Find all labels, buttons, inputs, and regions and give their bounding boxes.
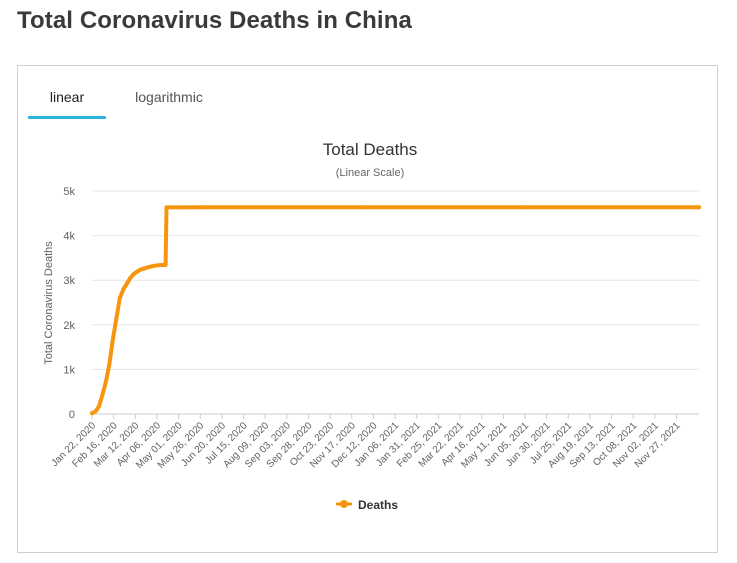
series-line-deaths [90,205,701,416]
data-point-deaths [96,404,101,409]
tab-linear[interactable]: linear [49,89,85,105]
y-tick-labels: 0 1k 2k 3k 4k 5k [63,186,75,421]
y-tick-label: 4k [63,231,75,243]
y-axis-title: Total Coronavirus Deaths [43,241,55,365]
data-point-deaths [121,287,126,292]
data-point-deaths [145,265,150,270]
page-title: Total Coronavirus Deaths in China [17,7,412,34]
chart: Total Deaths (Linear Scale) 01k2k3k4k5k … [43,140,701,512]
active-tab-indicator [28,116,106,119]
legend-marker-deaths [340,500,348,508]
data-point-deaths [128,276,133,281]
data-point-deaths [124,282,129,287]
data-point-deaths [90,411,94,416]
data-point-deaths [131,272,136,277]
data-point-deaths [93,409,98,414]
y-tick-label: 0 [69,409,75,421]
data-point-deaths [100,393,105,397]
y-tick-label: 5k [63,186,75,198]
data-point-deaths [152,263,157,268]
data-point-deaths [155,263,160,268]
legend[interactable]: Deaths [336,498,398,512]
data-point-deaths [135,269,139,274]
y-tick-label: 1k [63,364,75,376]
data-point-deaths [107,362,112,367]
data-point-deaths [103,379,108,384]
chart-card: linear logarithmic Total Deaths (Linear … [17,65,718,553]
chart-subtitle: (Linear Scale) [336,167,404,179]
legend-label-deaths: Deaths [358,498,398,512]
data-point-deaths [138,267,143,272]
data-point-deaths [110,337,115,342]
data-point-deaths [142,266,146,271]
y-tick-label: 3k [63,275,75,287]
data-point-deaths [114,317,119,322]
data-point-deaths [519,205,524,210]
grid-lines [91,190,699,419]
data-point-deaths [117,296,122,301]
data-point-deaths [361,205,366,210]
data-point-deaths [697,205,701,210]
tab-logarithmic[interactable]: logarithmic [135,89,203,105]
data-point-deaths [163,262,168,267]
data-point-deaths [164,205,169,210]
data-point-deaths [159,263,164,268]
series-layer [90,205,701,416]
data-point-deaths [148,264,153,269]
y-tick-label: 2k [63,320,75,332]
data-point-deaths [203,205,208,210]
chart-title: Total Deaths [323,140,418,159]
